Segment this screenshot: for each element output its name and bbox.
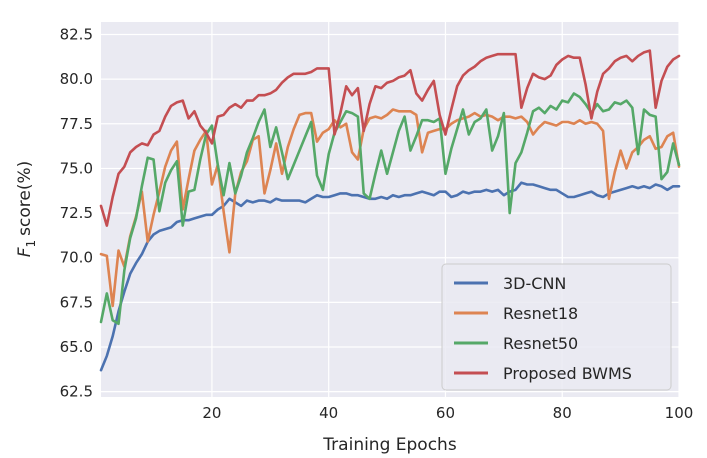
series-lines — [99, 49, 681, 372]
gridlines — [101, 22, 680, 397]
y-tick-label: 70.0 — [60, 249, 93, 267]
svg-text:F1score(%): F1 score(%) — [15, 161, 38, 258]
y-tick-label: 75.0 — [60, 159, 93, 177]
y-axis-label: F1 score(%) — [15, 161, 38, 258]
legend-box — [441, 263, 672, 391]
legend-label-3d-cnn: 3D-CNN — [503, 274, 566, 293]
x-tick-label: 40 — [319, 404, 338, 422]
x-tick-label: 60 — [436, 404, 455, 422]
y-tick-label: 77.5 — [60, 115, 93, 133]
y-tick-label: 67.5 — [60, 293, 93, 311]
series-line-3d-cnn — [99, 181, 681, 372]
y-axis-label-text: score(%) — [15, 161, 35, 236]
y-tick-label: 82.5 — [60, 26, 93, 44]
legend-label-proposed-bwms: Proposed BWMS — [503, 364, 632, 383]
x-tick-label: 100 — [665, 404, 694, 422]
x-tick-label: 80 — [553, 404, 572, 422]
legend-label-resnet18: Resnet18 — [503, 304, 578, 323]
series-line-resnet18 — [99, 108, 681, 308]
y-tick-label: 62.5 — [60, 383, 93, 401]
x-tick-labels: 20 40 60 80 100 — [202, 404, 693, 422]
y-tick-label: 72.5 — [60, 204, 93, 222]
legend: 3D-CNN Resnet18 Resnet50 Proposed BWMS — [441, 263, 672, 391]
y-tick-labels: 62.5 65.0 67.5 70.0 72.5 75.0 77.5 80.0 82.5 — [60, 26, 93, 401]
x-axis-label: Training Epochs — [322, 435, 457, 455]
y-tick-label: 65.0 — [60, 338, 93, 356]
series-line-resnet50 — [99, 92, 681, 326]
series-line-proposed-bwms — [99, 49, 681, 227]
x-tick-label: 20 — [202, 404, 221, 422]
y-axis-label-subscript: 1 — [24, 240, 38, 248]
y-tick-label: 80.0 — [60, 70, 93, 88]
legend-label-resnet50: Resnet50 — [503, 334, 578, 353]
y-axis-label-math: F — [15, 247, 35, 257]
